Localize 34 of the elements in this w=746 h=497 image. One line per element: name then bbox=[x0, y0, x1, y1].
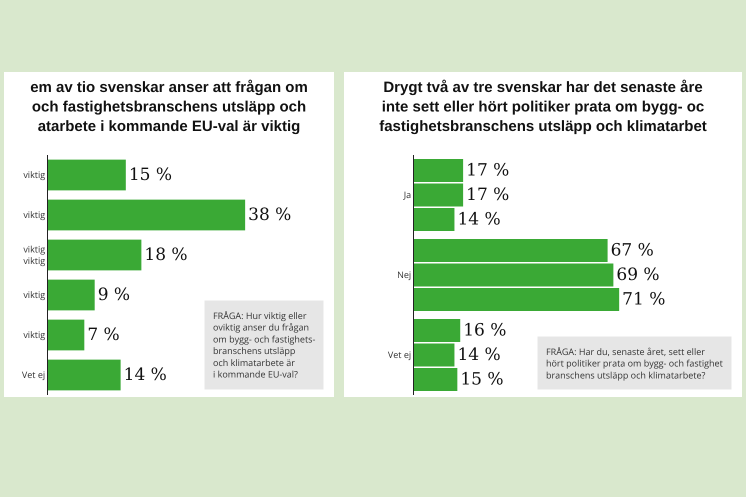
data-label: 17 % bbox=[466, 160, 510, 180]
data-label: 17 % bbox=[466, 185, 510, 205]
y-tick-label: viktig bbox=[23, 208, 46, 222]
data-label: 15 % bbox=[460, 370, 504, 390]
y-tick-label: Vet ej bbox=[22, 368, 46, 382]
data-label: 14 % bbox=[124, 365, 167, 385]
annotation: FRÅGA: Har du, senaste året, sett eller hört politiker prata om bygg- och fastighet branschens utsläpp och klimatarbete? bbox=[546, 345, 723, 382]
chart-title: Drygt två av tre svenskar har det senaste åre inte sett eller hört politiker prata om bygg- oc fastighetsbranschens utsläpp och klimatarbet bbox=[379, 79, 707, 135]
data-label: 69 % bbox=[616, 265, 660, 285]
bar bbox=[48, 200, 246, 230]
data-label: 7 % bbox=[87, 325, 120, 345]
y-tick-label: Nej bbox=[397, 268, 412, 282]
bar bbox=[48, 240, 142, 270]
y-tick-label: Ja bbox=[402, 188, 412, 202]
bar bbox=[48, 280, 95, 310]
data-label: 9 % bbox=[98, 285, 130, 305]
data-label: 14 % bbox=[457, 345, 501, 365]
data-label: 16 % bbox=[463, 320, 506, 340]
y-tick-label: Vet ej bbox=[388, 348, 412, 362]
y-tick-label: viktig bbox=[23, 168, 46, 182]
bar bbox=[48, 160, 126, 190]
bar bbox=[48, 320, 84, 350]
annotation: FRÅGA: Hur viktig eller oviktig anser du frågan om bygg- och fastighets- branschens utsläpp och klimatarbete är i kommande EU-val? bbox=[213, 309, 316, 380]
y-tick-label: viktig bbox=[23, 328, 46, 342]
y-tick-label: viktig viktig bbox=[23, 242, 46, 267]
chart-title: em av tio svenskar anser att frågan om och fastighetsbranschens utsläpp och atarbete i kommande EU-val är viktig bbox=[30, 79, 308, 135]
data-label: 18 % bbox=[144, 245, 188, 265]
y-tick-label: viktig bbox=[23, 288, 46, 302]
data-label: 67 % bbox=[610, 240, 654, 260]
data-label: 71 % bbox=[622, 290, 666, 310]
data-label: 14 % bbox=[457, 210, 501, 230]
bar bbox=[48, 360, 121, 390]
data-label: 38 % bbox=[248, 205, 292, 225]
data-label: 15 % bbox=[128, 165, 172, 185]
